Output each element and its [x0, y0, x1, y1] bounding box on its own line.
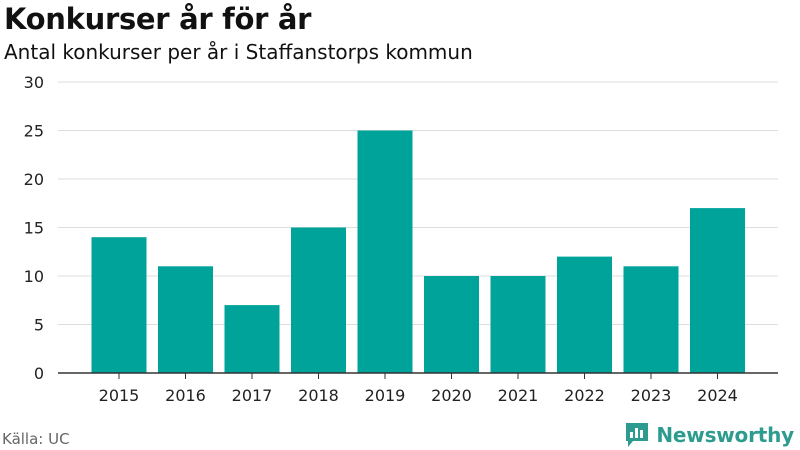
x-tick-label: 2018 — [298, 386, 339, 405]
y-tick-label: 10 — [24, 267, 44, 286]
bar-2022 — [557, 256, 612, 373]
y-tick-label: 25 — [24, 122, 44, 141]
y-tick-label: 30 — [24, 73, 44, 92]
chart-title: Konkurser år för år — [4, 2, 312, 36]
x-axis-ticks: 2015 2016 2017 2018 2019 2020 2021 2022 2023 2024 — [99, 373, 738, 405]
x-tick-label: 2019 — [365, 386, 406, 405]
source-note: Källa: UC — [2, 430, 70, 448]
y-tick-label: 20 — [24, 170, 44, 189]
x-tick-label: 2024 — [697, 386, 738, 405]
bar-2024 — [690, 208, 745, 373]
x-tick-label: 2023 — [631, 386, 672, 405]
y-tick-label: 5 — [34, 316, 44, 335]
bar-2019 — [357, 130, 413, 373]
bar-2015 — [91, 237, 147, 373]
chart-subtitle: Antal konkurser per år i Staffanstorps k… — [4, 40, 473, 64]
y-tick-label: 15 — [24, 219, 44, 238]
x-tick-label: 2016 — [165, 386, 206, 405]
x-tick-label: 2020 — [431, 386, 472, 405]
y-axis-ticks: 0 5 10 15 20 25 30 — [24, 73, 44, 383]
bar-2017 — [224, 305, 280, 373]
bar-2018 — [291, 227, 346, 373]
y-tick-label: 0 — [34, 364, 44, 383]
brand-name: Newsworthy — [656, 423, 794, 447]
brand-logo[interactable]: Newsworthy — [624, 420, 794, 450]
bar-2020 — [424, 276, 479, 373]
bar-2016 — [158, 266, 213, 373]
bar-2023 — [623, 266, 679, 373]
x-tick-label: 2015 — [99, 386, 140, 405]
x-tick-label: 2022 — [564, 386, 605, 405]
newsworthy-logo-icon — [626, 423, 649, 447]
x-tick-label: 2017 — [232, 386, 273, 405]
bar-2021 — [490, 276, 546, 373]
x-tick-label: 2021 — [498, 386, 539, 405]
bars — [91, 130, 745, 373]
